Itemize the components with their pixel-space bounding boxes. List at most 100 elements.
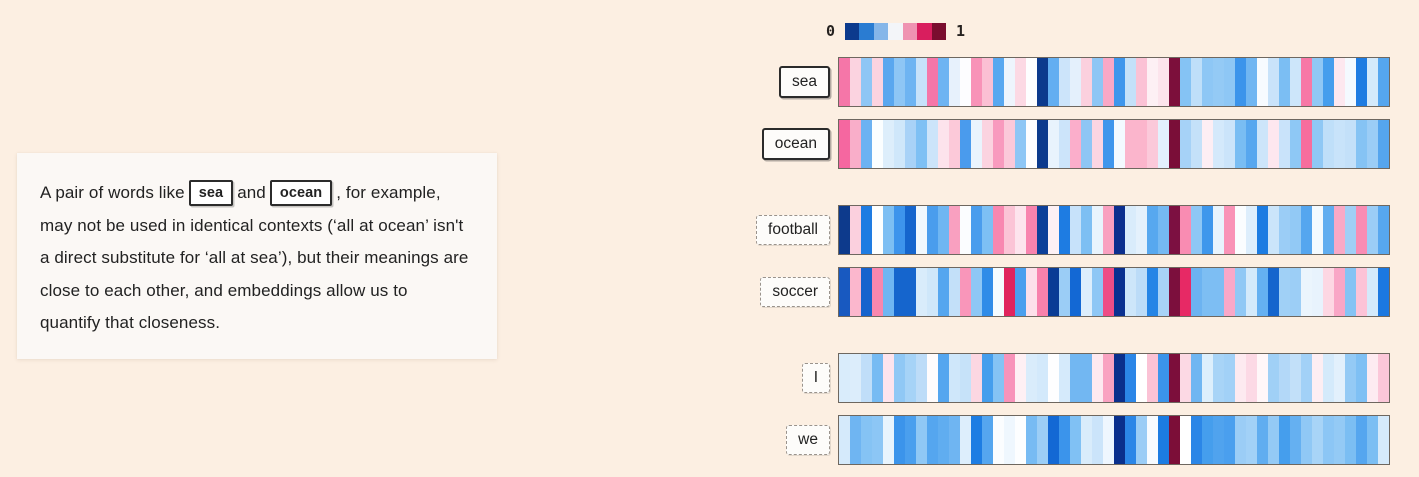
embedding-cell xyxy=(1279,268,1290,316)
embedding-cell xyxy=(1180,416,1191,464)
embedding-cell xyxy=(1015,120,1026,168)
embedding-cell xyxy=(916,58,927,106)
text-segment-before: A pair of words like xyxy=(40,183,185,202)
embedding-cell xyxy=(993,354,1004,402)
embedding-cell xyxy=(971,354,982,402)
embedding-cell xyxy=(1158,354,1169,402)
embedding-cell xyxy=(927,58,938,106)
embedding-cell xyxy=(872,58,883,106)
embedding-cell xyxy=(1147,120,1158,168)
embedding-cell xyxy=(1037,416,1048,464)
embedding-cell xyxy=(883,416,894,464)
embedding-cell xyxy=(1158,416,1169,464)
embedding-cell xyxy=(993,268,1004,316)
embedding-cell xyxy=(1279,354,1290,402)
embedding-cell xyxy=(1312,354,1323,402)
embedding-cell xyxy=(883,354,894,402)
embedding-strip-ocean xyxy=(838,119,1390,169)
text-segment-after: , for example, may not be used in identi… xyxy=(40,183,469,332)
embedding-cell xyxy=(1191,206,1202,254)
embedding-cell xyxy=(1312,416,1323,464)
embedding-cell xyxy=(949,206,960,254)
text-segment-middle: and xyxy=(237,183,266,202)
embedding-cell xyxy=(1367,206,1378,254)
embedding-cell xyxy=(850,206,861,254)
colorbar-segment xyxy=(902,22,918,40)
embedding-cell xyxy=(1356,268,1367,316)
embedding-cell xyxy=(1026,120,1037,168)
embedding-cell xyxy=(982,120,993,168)
word-label-i[interactable]: I xyxy=(801,363,830,393)
embedding-cell xyxy=(1158,58,1169,106)
embedding-cell xyxy=(1301,58,1312,106)
embedding-cell xyxy=(1015,354,1026,402)
word-chip-sea[interactable]: sea xyxy=(188,180,234,206)
embedding-cell xyxy=(1334,58,1345,106)
embedding-cell xyxy=(916,120,927,168)
embedding-cell xyxy=(1158,120,1169,168)
embedding-cell xyxy=(1345,58,1356,106)
embedding-cell xyxy=(1356,120,1367,168)
embedding-cell xyxy=(1048,354,1059,402)
embedding-row-i: I xyxy=(0,353,1419,403)
embedding-cell xyxy=(1268,120,1279,168)
embedding-cell xyxy=(927,354,938,402)
embedding-cell xyxy=(1147,354,1158,402)
embedding-cell xyxy=(1169,416,1180,464)
embedding-cell xyxy=(1169,58,1180,106)
embedding-cell xyxy=(1345,416,1356,464)
embedding-cell xyxy=(1367,58,1378,106)
embedding-row-we: we xyxy=(0,415,1419,465)
embedding-cell xyxy=(1125,58,1136,106)
embedding-cell xyxy=(1048,58,1059,106)
embedding-cell xyxy=(872,268,883,316)
embedding-cell xyxy=(1202,354,1213,402)
embedding-cell xyxy=(1312,206,1323,254)
embedding-cell xyxy=(1301,268,1312,316)
word-label-ocean[interactable]: ocean xyxy=(761,128,830,160)
word-label-soccer[interactable]: soccer xyxy=(760,277,830,307)
embedding-cell xyxy=(1268,206,1279,254)
embedding-cell xyxy=(1070,58,1081,106)
embedding-cell xyxy=(1378,354,1389,402)
embedding-cell xyxy=(1268,58,1279,106)
embedding-cell xyxy=(1378,416,1389,464)
embedding-cell xyxy=(1334,416,1345,464)
embedding-cell xyxy=(839,58,850,106)
embedding-cell xyxy=(949,268,960,316)
embedding-strip-sea xyxy=(838,57,1390,107)
embedding-cell xyxy=(916,206,927,254)
embedding-cell xyxy=(1136,416,1147,464)
embedding-cell xyxy=(894,354,905,402)
embedding-cell xyxy=(1004,416,1015,464)
embedding-cell xyxy=(1224,206,1235,254)
word-chip-ocean[interactable]: ocean xyxy=(269,180,333,206)
embedding-cell xyxy=(1224,354,1235,402)
embedding-cell xyxy=(993,120,1004,168)
word-label-football[interactable]: football xyxy=(756,215,830,245)
embedding-cell xyxy=(949,120,960,168)
embedding-cell xyxy=(927,416,938,464)
embedding-cell xyxy=(1290,354,1301,402)
embedding-cell xyxy=(1147,206,1158,254)
embedding-cell xyxy=(982,268,993,316)
embedding-cell xyxy=(1345,120,1356,168)
colorbar-segment xyxy=(859,22,874,40)
embedding-cell xyxy=(1367,268,1378,316)
embedding-cell xyxy=(1136,354,1147,402)
colorbar-segment xyxy=(931,22,946,40)
embedding-cell xyxy=(883,206,894,254)
word-label-sea[interactable]: sea xyxy=(779,66,830,98)
embedding-cell xyxy=(1345,354,1356,402)
embedding-cell xyxy=(1092,268,1103,316)
embedding-cell xyxy=(938,416,949,464)
embedding-cell xyxy=(1081,416,1092,464)
word-label-we[interactable]: we xyxy=(786,425,830,455)
embedding-cell xyxy=(1290,268,1301,316)
embedding-cell xyxy=(1235,120,1246,168)
embedding-cell xyxy=(1103,268,1114,316)
embedding-cell xyxy=(1246,58,1257,106)
embedding-cell xyxy=(905,354,916,402)
embedding-cell xyxy=(1213,416,1224,464)
embedding-cell xyxy=(938,268,949,316)
